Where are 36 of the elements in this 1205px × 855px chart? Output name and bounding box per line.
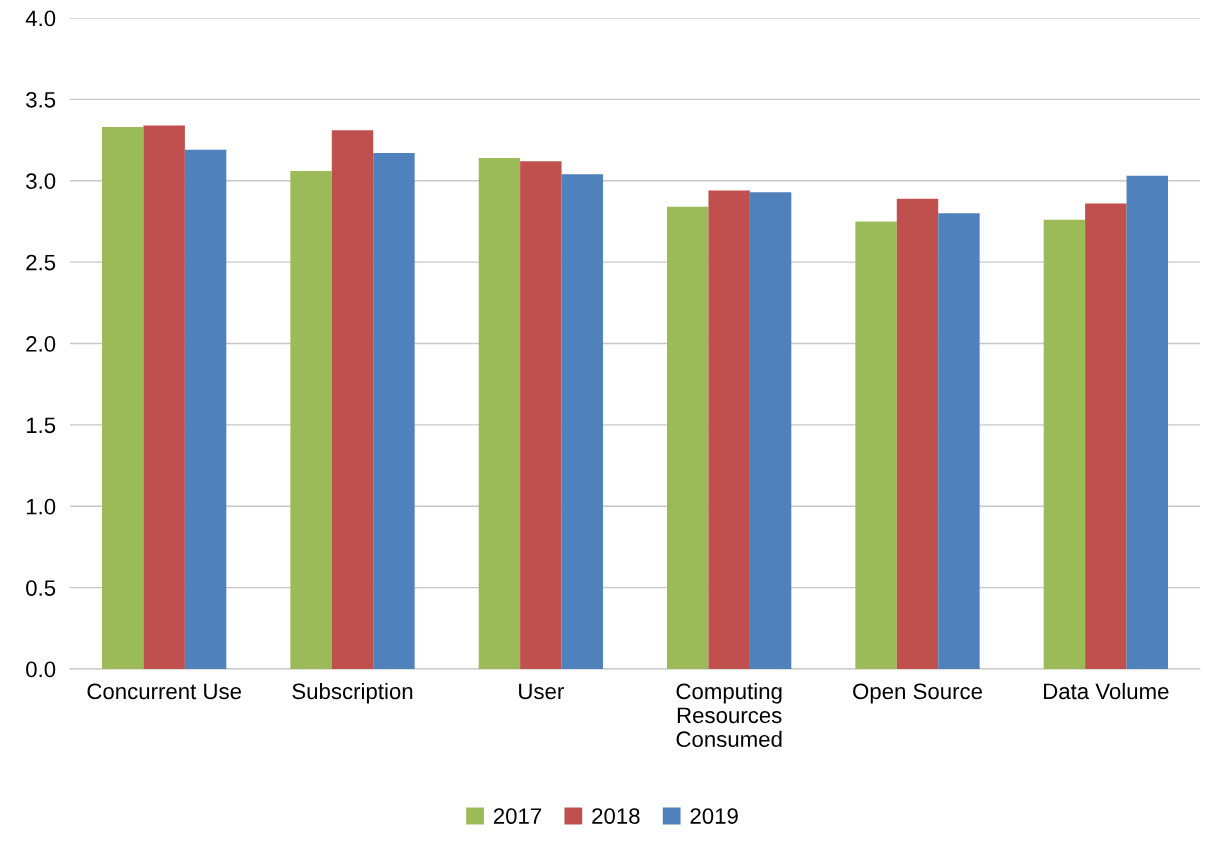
bar — [561, 174, 603, 669]
y-tick-label: 0.0 — [26, 661, 56, 678]
y-tick-label: 1.0 — [26, 498, 56, 515]
y-tick-label: 4.0 — [25, 10, 56, 27]
bar — [184, 149, 227, 669]
bar — [749, 192, 792, 669]
legend-label: 2018 — [592, 808, 640, 824]
bar — [520, 161, 562, 669]
y-tick-label: 1.5 — [26, 417, 56, 434]
y-tick-label: 2.0 — [26, 336, 56, 352]
bar — [290, 170, 332, 669]
x-tick-label: User — [519, 683, 564, 700]
bar — [1085, 203, 1127, 669]
bar — [478, 157, 521, 669]
bar — [855, 221, 897, 669]
y-tick-label: 0.5 — [26, 580, 56, 596]
bar — [896, 198, 939, 669]
bar — [143, 125, 185, 669]
x-tick-label: Concurrent Use — [87, 683, 241, 700]
y-tick-label: 3.5 — [26, 91, 56, 108]
x-tick-label: Data Volume — [1044, 682, 1169, 700]
bar — [102, 127, 144, 669]
bar — [938, 213, 980, 669]
y-tick-label: 2.5 — [26, 254, 56, 271]
bar — [373, 153, 415, 669]
bar — [1043, 219, 1086, 669]
bar — [1126, 175, 1168, 669]
x-tick-label: Subscription — [292, 682, 413, 704]
bar — [667, 206, 709, 669]
x-tick-label: Computing Resources Consumed — [676, 682, 782, 748]
x-tick-label: Open Source — [853, 683, 982, 704]
legend-label: 2019 — [690, 808, 738, 824]
y-tick-label: 3.0 — [26, 173, 56, 190]
bar — [331, 130, 374, 669]
bar — [708, 190, 750, 669]
legend-label: 2017 — [493, 808, 542, 824]
